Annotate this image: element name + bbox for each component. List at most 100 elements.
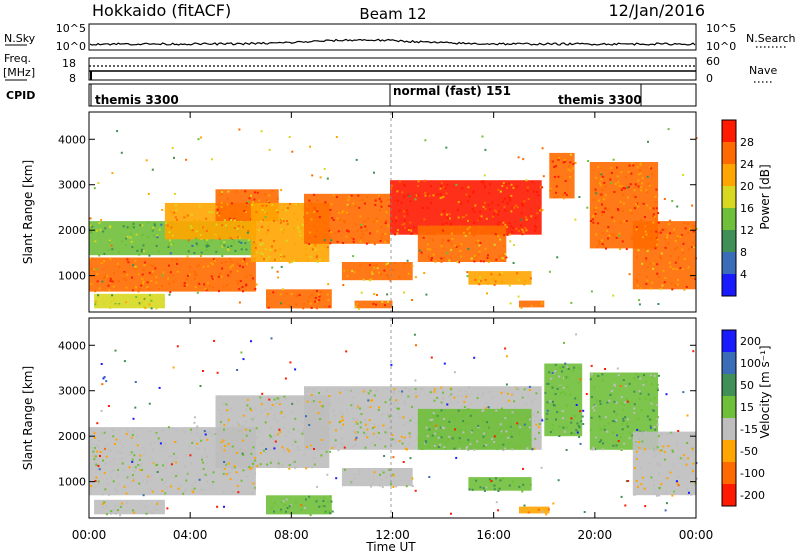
power-echo-speckle [473,210,476,213]
power-echo-speckle [442,195,445,198]
power-echo-speckle [152,228,155,231]
power-echo-speckle [444,187,447,189]
power-echo-speckle [359,264,362,267]
power-echo-speckle [485,217,488,220]
velocity-echo-speckle [590,396,593,398]
velocity-echo-speckle [531,399,534,402]
velocity-echo-speckle [270,435,273,438]
power-echo-speckle [509,225,512,228]
velocity-echo-speckle [397,407,400,410]
velocity-echo-speckle [612,444,615,447]
velocity-echo-speckle [662,445,665,448]
power-noise-echo [467,247,470,250]
power-echo-speckle [674,261,677,264]
power-echo-speckle [468,195,471,198]
velocity-echo-speckle [250,466,253,469]
power-echo-speckle [687,232,690,235]
velocity-echo-speckle [310,444,312,447]
velocity-echo-speckle [564,376,566,379]
power-echo-speckle [285,292,288,295]
power-noise-echo [657,303,660,305]
velocity-echo-speckle [408,389,410,392]
velocity-echo-speckle [342,413,344,416]
power-echo-speckle [358,307,360,310]
power-echo-speckle [143,261,146,264]
velocity-echo-speckle [409,395,411,397]
power-echo-speckle [200,251,203,254]
power-echo-speckle [440,185,442,188]
power-noise-echo [570,301,573,304]
velocity-echo-speckle [282,416,285,418]
power-noise-echo [411,299,414,301]
velocity-echo-speckle [621,428,624,431]
velocity-echo-speckle [235,471,238,474]
velocity-noise-echo [300,504,303,507]
velocity-noise-echo [100,409,103,412]
power-echo-speckle [462,231,465,234]
velocity-noise-echo [390,363,393,366]
power-echo-speckle [212,227,215,230]
power-echo-speckle [118,266,121,269]
power-echo-speckle [687,248,690,251]
velocity-echo-speckle [154,433,157,436]
power-noise-echo [569,153,572,156]
velocity-echo-speckle [534,420,537,423]
power-echo-speckle [502,229,505,232]
power-colorbar-tick: 28 [740,136,754,149]
velocity-echo-speckle [510,432,512,435]
velocity-echo-speckle [615,444,618,447]
power-echo-speckle [525,218,528,221]
velocity-echo-speckle [686,442,689,444]
velocity-noise-echo [97,464,100,467]
velocity-echo-speckle [224,431,227,434]
velocity-echo-speckle [537,508,540,511]
velocity-echo-speckle [268,438,271,441]
velocity-echo-speckle [479,486,482,489]
velocity-echo-speckle [218,464,221,467]
velocity-echo-speckle [645,380,648,383]
power-echo-region [266,289,332,309]
power-echo-speckle [484,207,487,210]
power-echo-speckle [352,240,355,243]
velocity-echo-speckle [312,388,315,391]
power-echo-speckle [601,243,604,246]
velocity-echo-speckle [288,467,291,470]
power-echo-speckle [205,217,208,220]
power-echo-speckle [294,259,297,262]
power-echo-speckle [681,252,684,255]
power-echo-speckle [365,242,368,245]
power-echo-speckle [574,162,577,164]
velocity-echo-speckle [549,400,552,403]
velocity-echo-speckle [329,402,332,405]
power-echo-speckle [238,264,241,267]
power-colorbar-tick: 20 [740,180,754,193]
velocity-echo-speckle [547,508,550,511]
velocity-echo-speckle [201,458,203,461]
power-echo-speckle [123,277,126,280]
noise-tick-high-left: 10^5 [56,22,86,35]
velocity-echo-speckle [283,427,286,429]
power-echo-speckle [439,193,442,196]
velocity-echo-speckle [321,455,324,458]
velocity-echo-speckle [590,373,593,376]
power-echo-speckle [524,216,527,219]
velocity-colorbar-swatch [722,418,736,440]
velocity-noise-echo [644,505,647,508]
velocity-echo-speckle [147,475,150,478]
velocity-echo-speckle [133,454,136,457]
velocity-noise-echo [625,480,628,483]
power-echo-speckle [445,222,448,225]
velocity-echo-speckle [168,455,171,458]
power-echo-speckle [188,274,191,276]
power-echo-speckle [255,251,258,254]
power-echo-speckle [237,282,239,285]
power-echo-speckle [682,242,685,245]
velocity-echo-speckle [467,423,470,426]
power-echo-speckle [224,261,227,263]
velocity-colorbar-tick: -100 [740,467,765,480]
velocity-echo-speckle [593,409,596,412]
velocity-echo-speckle [628,431,631,434]
power-echo-speckle [169,239,171,242]
power-echo-speckle [352,238,355,241]
